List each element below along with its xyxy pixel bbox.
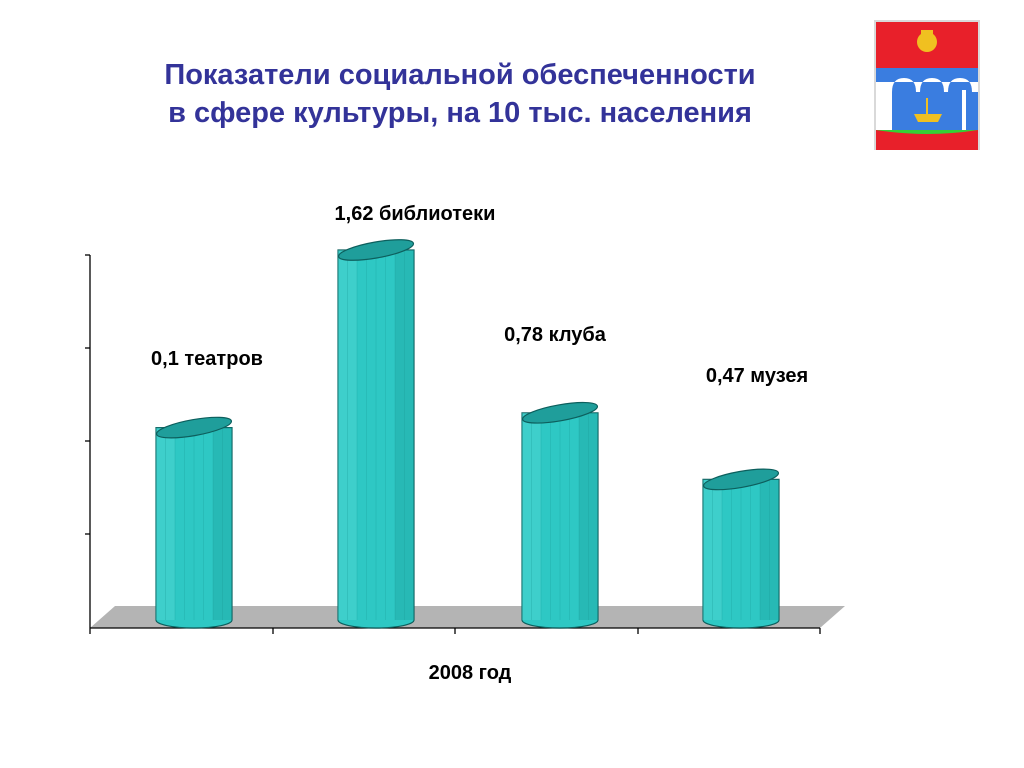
x-axis [89,627,821,634]
coat-of-arms-icon [874,20,980,150]
data-label-0: 0,1 театров [151,348,263,370]
bars-group [155,239,780,629]
bar-0 [155,416,233,629]
data-label-1: 1,62 библиотеки [335,203,496,225]
bar-2 [521,401,599,629]
title-line-2: в сфере культуры, на 10 тыс. населения [168,97,752,129]
bar-1 [337,239,415,629]
page-title: Показатели социальной обеспеченности в с… [60,56,860,132]
x-axis-label: 2008 год [429,662,512,684]
y-axis [85,254,91,628]
data-label-2: 0,78 клуба [504,324,607,346]
title-line-1: Показатели социальной обеспеченности [164,59,756,91]
chart-floor [90,606,845,628]
bar-3 [702,468,780,629]
data-label-3: 0,47 музея [706,365,808,387]
